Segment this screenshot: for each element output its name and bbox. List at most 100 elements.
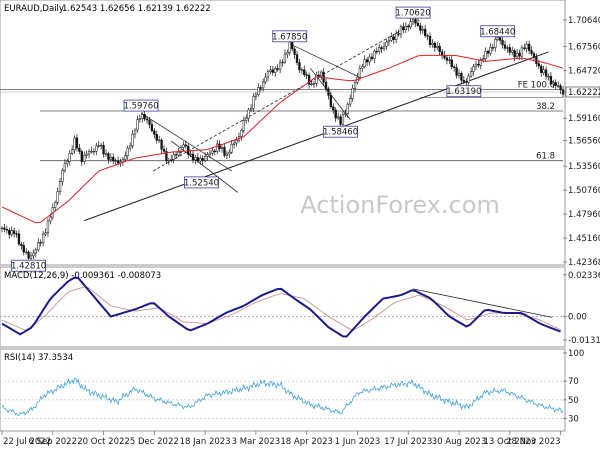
candle-body bbox=[482, 58, 485, 60]
candle-body bbox=[276, 68, 279, 70]
fib-label: 38.2 bbox=[536, 102, 555, 112]
x-tick-label: 1 Jun 2023 bbox=[335, 437, 381, 447]
candle-body bbox=[213, 150, 216, 152]
candle-body bbox=[397, 33, 400, 35]
candle-body bbox=[102, 144, 105, 155]
pivot-label: 1.63190 bbox=[446, 87, 481, 97]
pivot-box bbox=[323, 125, 358, 138]
candle-body bbox=[554, 82, 557, 87]
candle-body bbox=[242, 120, 245, 131]
candle-body bbox=[194, 157, 197, 161]
candle-body bbox=[46, 220, 50, 234]
candle-body bbox=[20, 243, 23, 246]
candle-body bbox=[148, 119, 151, 125]
candle-body bbox=[491, 47, 495, 49]
macd-header: MACD(12,26,9) -0.009361 -0.008073 bbox=[4, 271, 161, 281]
candle-body bbox=[223, 146, 226, 156]
candle-body bbox=[513, 50, 516, 58]
candle-body bbox=[453, 66, 456, 68]
candle-body bbox=[254, 94, 258, 97]
candle-body bbox=[201, 158, 204, 161]
candle-body bbox=[515, 52, 519, 58]
candle-body bbox=[41, 233, 45, 243]
candle-body bbox=[3, 227, 6, 230]
price-header-values: 1.62543 1.62656 1.62139 1.62222 bbox=[62, 4, 211, 14]
candle-body bbox=[61, 170, 64, 182]
macd-signal-line bbox=[1, 286, 561, 331]
rsi-y-tick-label: 50 bbox=[568, 396, 579, 406]
candle-body bbox=[141, 114, 144, 119]
candle-body bbox=[365, 59, 369, 63]
candle-body bbox=[404, 25, 407, 31]
candle-body bbox=[85, 153, 88, 156]
candle-body bbox=[373, 50, 376, 60]
candle-body bbox=[90, 150, 93, 153]
candle-body bbox=[339, 116, 342, 125]
candle-body bbox=[262, 81, 265, 89]
candle-body bbox=[184, 144, 187, 147]
candle-body bbox=[97, 145, 100, 147]
candle-body bbox=[511, 50, 514, 53]
last-price-box bbox=[565, 86, 600, 98]
candle-body bbox=[293, 48, 296, 55]
candle-body bbox=[136, 119, 139, 131]
candle-body bbox=[66, 161, 69, 164]
candle-body bbox=[527, 43, 531, 51]
candle-body bbox=[438, 45, 441, 53]
candle-body bbox=[114, 160, 117, 162]
candle-body bbox=[153, 130, 156, 135]
candle-body bbox=[107, 153, 110, 160]
candle-body bbox=[361, 66, 364, 69]
fib-label: FE 100.0 bbox=[518, 81, 555, 91]
candle-body bbox=[179, 147, 183, 153]
candle-body bbox=[83, 155, 86, 162]
channel-line bbox=[171, 140, 239, 193]
x-tick-label: 3 Mar 2023 bbox=[232, 437, 280, 447]
fib-label: 61.8 bbox=[536, 152, 555, 162]
candle-body bbox=[472, 66, 475, 72]
x-tick-label: 17 Jul 2023 bbox=[384, 437, 432, 447]
candle-body bbox=[29, 255, 33, 259]
candle-body bbox=[174, 154, 178, 156]
candle-body bbox=[281, 61, 284, 64]
candle-body bbox=[346, 103, 349, 114]
candle-body bbox=[288, 41, 291, 53]
x-tick-label: 18 Jan 2023 bbox=[180, 437, 231, 447]
trend-line-dashed bbox=[152, 19, 420, 172]
candle-body bbox=[428, 35, 432, 45]
candle-body bbox=[460, 73, 463, 81]
candle-body bbox=[257, 87, 260, 96]
candle-body bbox=[70, 149, 74, 154]
candle-body bbox=[68, 152, 71, 162]
candle-body bbox=[508, 47, 511, 53]
candle-body bbox=[78, 147, 81, 152]
candle-body bbox=[334, 109, 337, 119]
candle-body bbox=[177, 152, 180, 156]
macd-y-tick-label: 0.00 bbox=[568, 313, 587, 323]
candle-body bbox=[232, 142, 236, 145]
price-y-tick-label: 1.67560 bbox=[568, 42, 600, 52]
x-tick-label: 6 Sep 2022 bbox=[29, 437, 77, 447]
price-header-symbol: EURAUD,Daily bbox=[4, 4, 64, 14]
candle-body bbox=[203, 156, 207, 161]
candle-body bbox=[411, 19, 415, 22]
candle-body bbox=[211, 150, 214, 154]
candle-body bbox=[387, 40, 391, 43]
candle-body bbox=[63, 163, 67, 171]
candle-body bbox=[182, 144, 185, 148]
candle-body bbox=[344, 113, 347, 115]
candle-body bbox=[298, 62, 301, 71]
candle-body bbox=[349, 98, 352, 105]
candle-body bbox=[8, 229, 11, 235]
trend-line bbox=[84, 51, 549, 222]
candle-body bbox=[143, 114, 146, 120]
candle-body bbox=[0, 227, 4, 229]
candle-body bbox=[165, 151, 168, 162]
candle-body bbox=[467, 75, 470, 83]
candle-body bbox=[95, 145, 98, 152]
candle-body bbox=[448, 59, 451, 61]
pivot-label: 1.67850 bbox=[272, 32, 307, 42]
candle-body bbox=[542, 69, 545, 73]
candle-body bbox=[307, 75, 311, 85]
